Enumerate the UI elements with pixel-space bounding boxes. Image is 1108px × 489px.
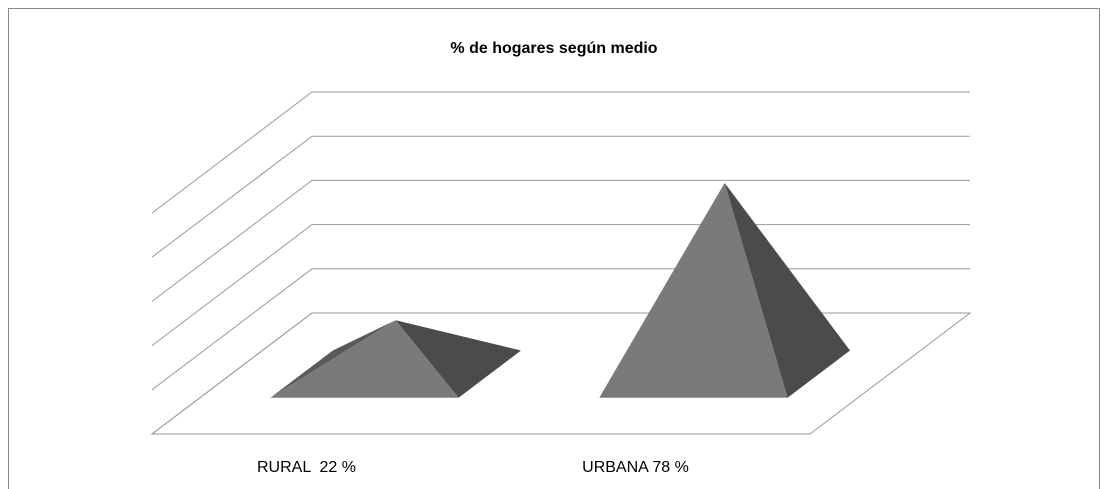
- grid-line: [151, 179, 970, 302]
- pyramid: [270, 320, 521, 398]
- pyramid-side-face: [724, 183, 850, 398]
- grid-line: [151, 91, 970, 214]
- x-tick-label: RURAL 22 %: [257, 459, 356, 476]
- pyramid-front-face: [599, 183, 788, 398]
- pyramid-side-face: [395, 320, 521, 398]
- chart-title: % de hogares según medio: [450, 40, 657, 57]
- grid-line: [151, 135, 970, 258]
- pyramid: [599, 183, 850, 398]
- pyramid-front-face: [270, 320, 459, 398]
- pyramid-left-face: [270, 320, 396, 398]
- chart-border: [8, 8, 1100, 489]
- x-tick-label: URBANA 78 %: [582, 459, 689, 476]
